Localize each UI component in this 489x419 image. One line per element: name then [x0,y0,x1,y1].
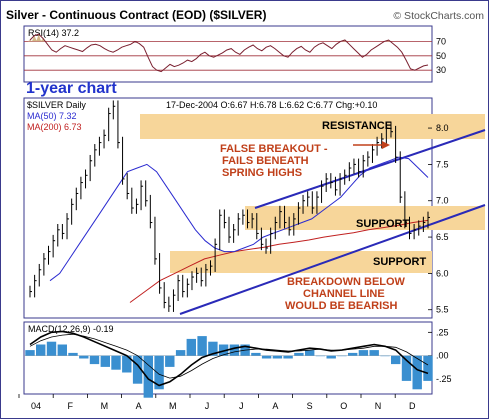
x-axis-label: S [307,401,313,411]
macd-tick-label: .00 [436,351,449,361]
macd-label: MACD(12,26,9) -0.19 [28,324,114,334]
rsi-tick-label: 50 [436,51,446,61]
price-panel: 1-year chart $SILVER Daily 17-Dec-2004 O… [23,80,486,319]
rsi-ticks: 70 50 30 [436,36,446,75]
macd-hist-bar [358,350,369,356]
macd-panel: MACD(12,26,9) -0.19 .25 .00 -.25 [23,321,452,398]
macd-hist-bar [391,355,401,365]
macd-hist-bar [36,344,46,356]
macd-hist-bar [197,336,207,356]
x-axis-label: A [272,401,278,411]
channel-lower-line [179,204,486,315]
macd-hist-bar [229,344,240,356]
macd-histogram [25,336,433,398]
channel-upper-line [254,129,486,209]
macd-hist-bar [111,355,121,370]
macd-hist-bar [401,355,412,381]
breakdown-line-2: CHANNEL LINE [303,288,385,300]
macd-hist-bar [305,350,315,356]
price-tick-label: 7.0 [436,196,449,206]
macd-hist-bar [251,352,261,356]
rsi-tick-label: 70 [436,36,446,46]
rsi-label: RSI(14) 37.2 [28,28,79,38]
breakdown-line-1: BREAKDOWN BELOW [287,276,406,288]
macd-hist-bar [25,350,35,356]
macd-hist-bar [68,352,78,356]
macd-hist-bar [294,352,304,356]
macd-tick-label: -.25 [436,374,452,384]
macd-line [29,330,429,387]
watermark: © StockCharts.com [393,10,484,22]
false-breakout-arrow [353,141,390,149]
price-tick-label: 5.5 [436,305,449,315]
macd-hist-bar [272,355,283,359]
resistance-label: RESISTANCE [322,120,392,132]
x-axis-label: J [205,401,210,411]
x-axis-label: M [169,401,177,411]
macd-hist-bar [423,355,433,381]
macd-hist-bar [175,350,186,356]
macd-hist-bar [380,355,390,357]
x-axis-label: F [67,401,73,411]
macd-hist-bar [326,355,336,359]
macd-signal-line [29,333,429,379]
x-axis-label: O [340,401,347,411]
price-info: 17-Dec-2004 O:6.67 H:6.78 L:6.62 C:6.77 … [166,100,377,110]
macd-hist-bar [218,344,229,356]
price-label: $SILVER Daily [27,100,86,110]
macd-hist-bar [208,341,218,356]
support-zone-lower [170,251,432,273]
support-label-upper: SUPPORT [356,218,409,230]
macd-hist-bar [89,355,100,365]
support-label-lower: SUPPORT [373,256,426,268]
rsi-panel: RSI(14) 37.2 70 50 30 [23,25,446,83]
false-breakout-line-1: FALSE BREAKOUT - [220,143,328,155]
macd-hist-bar [122,355,132,373]
x-axis-label: J [239,401,244,411]
ma200-label: MA(200) 6.73 [27,122,82,132]
x-axis-label: 04 [31,401,41,411]
false-breakout-line-3: SPRING HIGHS [222,167,302,179]
chart-note: 1-year chart [26,80,117,97]
macd-hist-bar [337,355,347,357]
macd-hist-bar [100,355,110,367]
rsi-line [29,33,429,73]
macd-hist-bar [132,355,143,384]
ma50-line [49,156,429,282]
ma200-line [129,219,429,303]
ma50-label: MA(50) 7.32 [27,111,77,121]
macd-hist-bar [315,355,326,357]
macd-hist-bar [143,355,153,398]
macd-hist-bar [186,338,196,356]
macd-hist-bar [154,355,164,390]
x-axis-label: M [101,401,109,411]
price-tick-label: 6.5 [436,232,449,242]
price-ticks: 8.0 7.5 7.0 6.5 6.0 5.5 [428,123,449,315]
macd-hist-bar [369,350,379,356]
macd-hist-bar [261,355,272,359]
macd-hist-bar [79,355,89,359]
resistance-zone [140,114,485,139]
price-tick-label: 8.0 [436,123,449,133]
breakdown-line-3: WOULD BE BEARISH [285,300,398,312]
price-tick-label: 6.0 [436,268,449,278]
macd-tick-label: .25 [436,327,449,337]
x-axis: 04 F M A M J J A S O N D [18,394,416,411]
x-axis-label: N [375,401,382,411]
x-axis-label: A [136,401,142,411]
price-bars [29,100,430,312]
chart-title: Silver - Continuous Contract (EOD) ($SIL… [6,8,266,22]
macd-hist-bar [348,352,358,356]
price-tick-label: 7.5 [436,159,449,169]
macd-hist-bar [57,344,67,356]
macd-hist-bar [412,355,422,390]
rsi-tick-label: 30 [436,65,446,75]
macd-hist-bar [283,355,293,359]
rsi-frame [23,25,433,83]
false-breakout-line-2: FAILS BENEATH [222,155,309,167]
macd-hist-bar [165,355,175,367]
macd-hist-bar [46,341,57,356]
x-axis-label: D [409,401,416,411]
